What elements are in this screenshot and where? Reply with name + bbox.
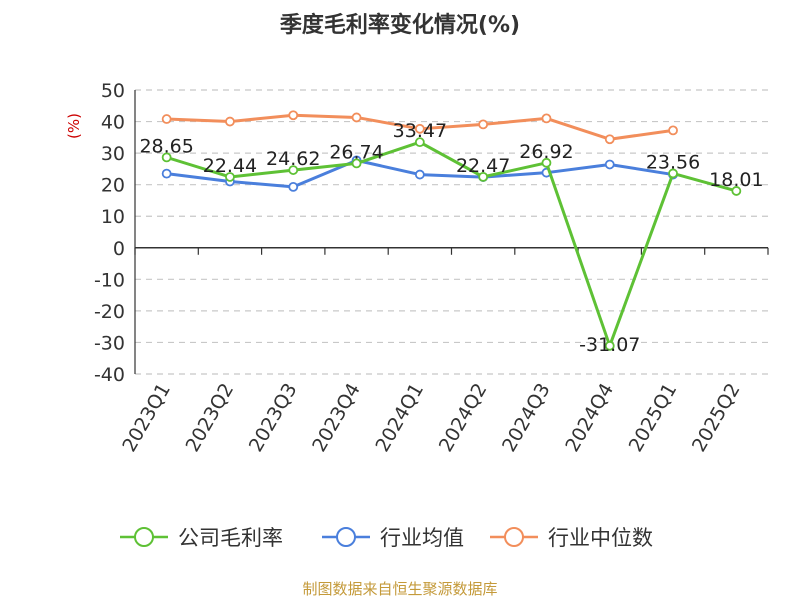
x-tick-label: 2024Q2 [435,380,492,456]
legend-swatch-marker [336,527,356,547]
data-label: 28.65 [139,135,193,157]
data-point [668,168,678,179]
x-tick-label: 2023Q2 [182,380,239,456]
y-tick-label: 40 [101,112,125,134]
y-tick-label: 50 [101,80,125,102]
series-lines [161,110,742,351]
x-tick-label: 2024Q1 [371,380,428,456]
data-point [731,186,742,196]
data-label: 33.47 [393,120,447,142]
legend-label: 行业中位数 [548,526,653,550]
data-point [161,168,172,179]
legend-item[interactable]: 行业均值 [322,526,464,550]
data-point [161,114,172,124]
data-point [478,171,489,182]
x-tick-label: 2023Q3 [245,380,302,456]
legend-label: 行业均值 [380,526,464,550]
data-point [668,125,678,136]
y-tick-label: -40 [94,364,125,386]
data-label: 22.47 [456,155,510,177]
data-label: 23.56 [646,151,700,173]
legend-swatch-marker [504,527,524,547]
data-point [288,165,299,175]
data-point [288,110,299,121]
source-note: 制图数据来自恒生聚源数据库 [302,580,497,598]
data-point [161,152,172,163]
data-labels: 28.65 22.44 24.62 26.74 33.47 22.47 26.92 -31.0… [139,120,763,356]
y-tick-label: -30 [94,332,125,354]
legend-item[interactable]: 公司毛利率 [120,526,283,550]
x-tick-label: 2024Q4 [561,380,618,456]
axes [134,90,769,374]
data-point [604,134,615,145]
data-point [225,116,235,127]
data-point [541,157,552,168]
data-point [225,172,235,182]
data-point [288,181,299,192]
y-tick-label: 10 [101,206,125,228]
data-label: 24.62 [266,148,320,170]
data-point [414,137,425,148]
data-label: 26.92 [519,141,573,163]
y-tick-label: 20 [101,175,125,197]
series-line [166,140,737,348]
data-point [604,340,615,351]
data-point [604,159,615,170]
y-tick-label: -10 [94,269,125,291]
data-label: 22.44 [203,155,257,177]
data-point [414,169,425,180]
data-point [478,119,489,130]
data-label: -31.07 [579,334,640,356]
legend-item[interactable]: 行业中位数 [490,526,653,550]
legend[interactable]: 公司毛利率 行业均值 行业中位数 [120,526,653,550]
x-tick-label: 2024Q3 [498,380,555,456]
x-tick-label: 2025Q1 [625,380,682,456]
y-axis-tick-labels: 50 40 30 20 10 0 -10 -20 -30 -40 [94,80,125,386]
x-tick-label: 2025Q2 [688,380,745,456]
data-label: 26.74 [329,141,383,163]
data-point [351,158,362,169]
y-axis-unit-label: (%) [65,113,83,139]
legend-label: 公司毛利率 [178,526,283,550]
y-tick-label: 0 [113,238,125,260]
y-tick-label: -20 [94,301,125,323]
data-point [414,123,425,134]
x-tick-label: 2023Q4 [308,380,365,456]
legend-swatch-marker [134,527,154,547]
data-point [541,113,552,124]
x-tick-label: 2023Q1 [118,380,175,456]
x-axis-tick-labels: 2023Q1 2023Q2 2023Q3 2023Q4 2024Q1 2024Q2 2024… [118,380,744,456]
data-point [351,112,362,123]
chart-title: 季度毛利率变化情况(%) [280,12,520,38]
y-tick-label: 30 [101,143,125,165]
data-label: 18.01 [709,169,763,191]
